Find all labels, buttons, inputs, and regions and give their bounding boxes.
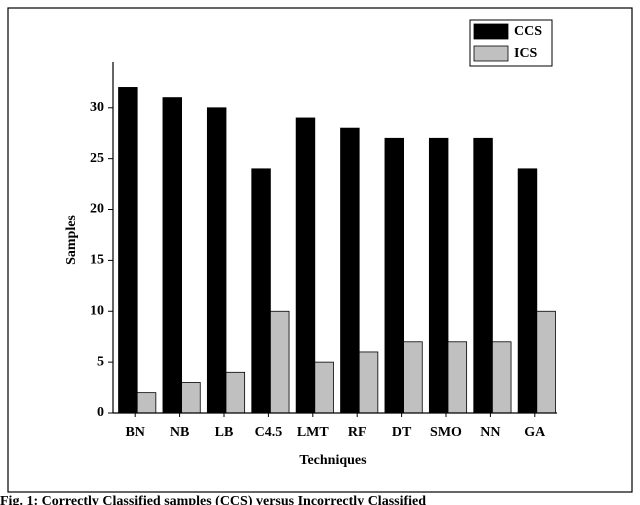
bar [358, 351, 379, 414]
y-tick-label: 5 [97, 354, 104, 369]
x-tick-label: RF [348, 425, 367, 440]
legend-label: ICS [514, 46, 538, 61]
bar [340, 127, 360, 414]
bar [136, 392, 157, 414]
y-axis-label: Samples [64, 215, 79, 265]
y-tick-label: 25 [90, 151, 104, 166]
x-tick-label: DT [392, 425, 412, 440]
x-tick-label: LB [215, 425, 234, 440]
frame [7, 7, 633, 493]
bar [269, 310, 290, 414]
x-axis-label: Techniques [299, 453, 367, 468]
legend-swatch [473, 45, 509, 62]
x-tick-label: C4.5 [255, 425, 283, 440]
x-tick-label: NB [170, 425, 189, 440]
bar [181, 382, 201, 414]
x-tick-label: BN [125, 425, 144, 440]
bar [403, 341, 423, 414]
bar [295, 117, 316, 414]
bar [517, 168, 538, 414]
x-tick-label: NN [480, 425, 500, 440]
bar [428, 137, 449, 414]
legend-label: CCS [514, 24, 542, 39]
x-tick-label: LMT [297, 425, 330, 440]
x-tick-label: GA [524, 425, 546, 440]
y-tick-label: 10 [90, 303, 104, 318]
bar [384, 137, 404, 414]
bar [225, 371, 246, 414]
y-tick-label: 30 [90, 100, 104, 115]
bar [162, 97, 182, 414]
bar [447, 341, 468, 414]
y-tick-label: 15 [90, 253, 104, 268]
bar [314, 361, 334, 414]
bar [491, 341, 512, 414]
bar [536, 310, 556, 414]
bar [251, 168, 271, 414]
y-tick-label: 0 [97, 405, 104, 420]
y-tick-label: 20 [90, 202, 104, 217]
bar [206, 107, 227, 414]
bar [473, 137, 493, 414]
x-tick-label: SMO [430, 425, 462, 440]
legend-swatch [473, 23, 509, 40]
caption: Fig. 1: Correctly Classified samples (CC… [0, 494, 426, 505]
bar [118, 87, 138, 414]
